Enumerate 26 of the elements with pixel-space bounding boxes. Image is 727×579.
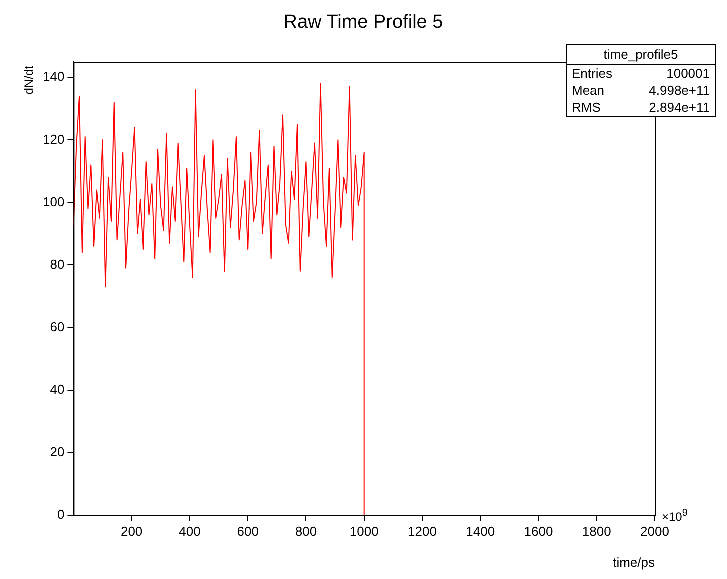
x-tick-label: 1800 [582,524,612,539]
annotation: time_profile5 [567,45,715,65]
text: ×10$^{9}$ [662,508,688,524]
text: Mean 4.998e+11 [572,83,710,98]
x-tick-label: 800 [295,524,318,539]
y-tick-label: 0 [57,506,65,522]
x-tick-label: 400 [179,524,201,539]
x-tick-label: 200 [120,524,143,539]
y-tick-label: 40 [50,382,65,397]
x-tick-label: 1400 [466,524,496,539]
y-tick-label: 60 [50,319,65,334]
y-tick-label: 100 [42,194,65,210]
x-axis-title: time/ps [613,555,655,570]
x-tick-label: 1000 [350,524,379,539]
y-tick-label: 20 [50,444,65,460]
text: Entries 100001 [572,66,710,81]
x-tick-label: 2000 [640,524,670,539]
y-tick-label: 140 [42,69,65,84]
text: RMS 2.894e+11 [572,100,710,115]
y-tick-label: 80 [50,256,65,272]
x-tick-label: 1200 [408,524,437,539]
y-axis-title: dN/dt [22,66,36,95]
y-tick-label: 120 [42,132,65,147]
x-tick-label: 1600 [524,524,554,539]
x-tick-label: 600 [237,524,259,539]
chart-title: Raw Time Profile 5 [282,12,444,34]
